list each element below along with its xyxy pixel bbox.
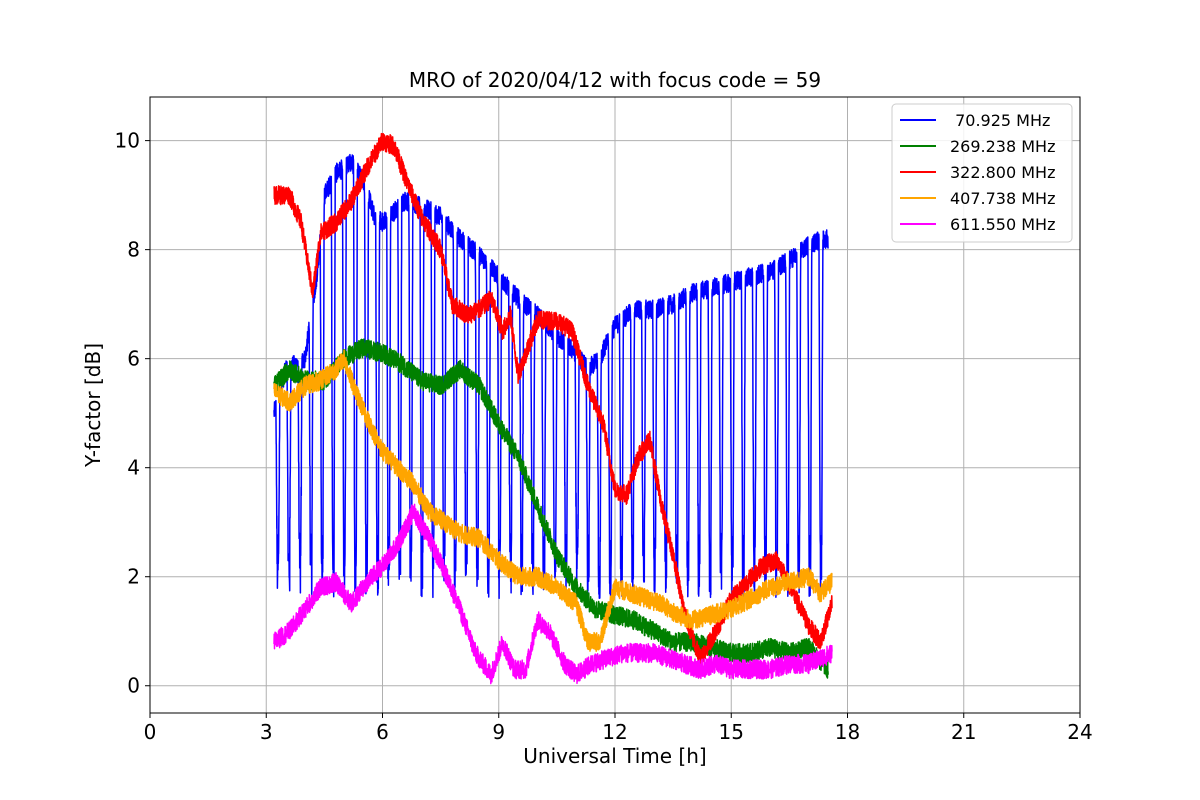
x-tick-label: 18	[835, 720, 860, 744]
x-tick-label: 9	[492, 720, 505, 744]
y-tick-label: 2	[127, 565, 140, 589]
series-line	[273, 153, 829, 600]
y-axis-label: Y-factor [dB]	[81, 343, 105, 468]
series-line	[273, 503, 833, 685]
x-tick-label: 6	[376, 720, 389, 744]
y-tick-label: 8	[127, 238, 140, 262]
x-tick-label: 21	[951, 720, 976, 744]
y-tick-label: 10	[115, 129, 140, 153]
x-axis-label: Universal Time [h]	[523, 744, 706, 768]
series-line	[273, 349, 833, 652]
legend-label: 269.238 MHz	[950, 137, 1055, 156]
x-tick-label: 3	[260, 720, 273, 744]
y-tick-label: 0	[127, 674, 140, 698]
y-tick-label: 4	[127, 456, 140, 480]
legend-label: 322.800 MHz	[950, 163, 1055, 182]
series-line	[273, 338, 829, 679]
x-tick-label: 12	[602, 720, 627, 744]
x-tick-label: 24	[1067, 720, 1092, 744]
legend-label: 407.738 MHz	[950, 189, 1055, 208]
legend-label: 611.550 MHz	[950, 215, 1055, 234]
legend: 70.925 MHz 269.238 MHz 322.800 MHz 407.738 …	[891, 103, 1073, 243]
y-tick-label: 6	[127, 347, 140, 371]
series-layer	[273, 132, 833, 685]
chart-title: MRO of 2020/04/12 with focus code = 59	[409, 68, 821, 92]
legend-box	[891, 103, 1073, 243]
x-tick-label: 0	[144, 720, 157, 744]
x-tick-label: 15	[719, 720, 744, 744]
legend-label: 70.925 MHz	[950, 111, 1050, 130]
